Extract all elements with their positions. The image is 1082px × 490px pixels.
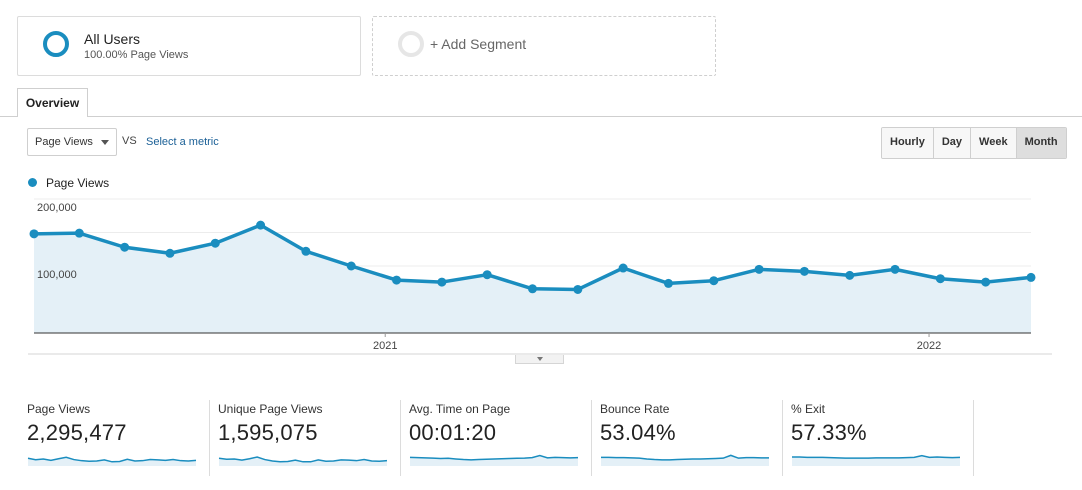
area-fill — [34, 225, 1031, 333]
data-point — [74, 228, 84, 238]
stat-label: Bounce Rate — [600, 402, 670, 416]
sparkline-area — [410, 455, 578, 466]
data-point — [618, 263, 628, 273]
select-metric-link[interactable]: Select a metric — [146, 136, 219, 148]
period-week-button[interactable]: Week — [971, 128, 1017, 158]
data-point — [981, 277, 991, 287]
data-point — [663, 278, 673, 288]
stats-row: Page Views 2,295,477 Unique Page Views 1… — [20, 400, 975, 476]
stat-label: Page Views — [27, 402, 91, 416]
sparkline-area — [28, 457, 196, 466]
data-point — [709, 276, 719, 286]
stat-value: 00:01:20 — [409, 420, 497, 445]
segment-subtitle: 100.00% Page Views — [84, 49, 189, 61]
add-segment-card[interactable]: + Add Segment — [372, 16, 716, 76]
data-point — [256, 220, 266, 230]
sparkline-line — [218, 456, 388, 463]
sparkline — [409, 454, 579, 466]
stat-avg-time-on-page[interactable]: Avg. Time on Page 00:01:20 — [402, 400, 592, 476]
sparkline — [601, 454, 769, 466]
sparkline-line — [409, 454, 579, 461]
data-point — [210, 238, 220, 248]
data-point — [165, 248, 175, 258]
data-point — [845, 270, 855, 280]
stat-label: % Exit — [791, 402, 826, 416]
period-hourly-button[interactable]: Hourly — [882, 128, 934, 158]
sparkline — [27, 456, 197, 466]
period-day-button[interactable]: Day — [933, 128, 972, 158]
data-point — [935, 274, 945, 284]
tab-divider — [0, 116, 1082, 117]
y-tick-label: 100,000 — [37, 269, 77, 281]
sparkline — [792, 454, 961, 466]
stat-value: 1,595,075 — [218, 420, 318, 445]
metric-select[interactable]: Page Views — [27, 128, 117, 156]
data-point — [799, 266, 809, 276]
sparkline — [218, 456, 388, 466]
caret-down-icon — [537, 357, 543, 361]
sparkline-area — [219, 457, 387, 466]
legend-dot-icon — [28, 178, 37, 187]
sparkline-line — [792, 454, 961, 459]
data-point — [482, 270, 492, 280]
y-tick-label: 200,000 — [37, 202, 77, 214]
stat-label: Avg. Time on Page — [409, 402, 511, 416]
data-point — [120, 242, 130, 252]
data-point — [528, 284, 537, 294]
page-views-chart: 200,000 100,000 2021 2022 — [28, 198, 1052, 355]
period-month-button[interactable]: Month — [1016, 128, 1066, 158]
segment-ring-icon — [43, 31, 69, 57]
x-tick-label: 2022 — [917, 340, 941, 352]
data-point — [1026, 272, 1036, 282]
data-point — [346, 261, 356, 271]
x-tick-label: 2021 — [373, 340, 397, 352]
stat-value: 53.04% — [600, 420, 676, 445]
legend-label: Page Views — [46, 176, 110, 190]
stat-page-views[interactable]: Page Views 2,295,477 — [20, 400, 210, 476]
data-point — [437, 277, 447, 287]
data-point — [754, 264, 764, 274]
tab-overview[interactable]: Overview — [17, 88, 88, 117]
empty-segment-ring-icon — [398, 31, 424, 57]
sparkline-line — [601, 454, 769, 461]
stat-unique-page-views[interactable]: Unique Page Views 1,595,075 — [211, 400, 401, 476]
sparkline-area — [601, 455, 769, 466]
data-point — [301, 246, 311, 256]
chart-collapse-toggle[interactable] — [515, 355, 564, 364]
add-segment-label: + Add Segment — [430, 36, 527, 52]
data-point — [890, 264, 900, 274]
stat-value: 2,295,477 — [27, 420, 127, 445]
stat-exit-rate[interactable]: % Exit 57.33% — [784, 400, 974, 476]
data-point — [573, 284, 583, 294]
stat-label: Unique Page Views — [218, 402, 323, 416]
period-selector: Hourly Day Week Month — [881, 127, 1067, 159]
chevron-down-icon — [101, 140, 109, 145]
sparkline-line — [27, 456, 197, 463]
segment-card-all-users[interactable]: All Users 100.00% Page Views — [17, 16, 361, 76]
data-point — [29, 229, 39, 239]
stat-value: 57.33% — [791, 420, 867, 445]
vs-label: VS — [122, 135, 137, 147]
segment-title: All Users — [84, 31, 141, 47]
stat-bounce-rate[interactable]: Bounce Rate 53.04% — [593, 400, 783, 476]
data-point — [392, 275, 402, 285]
metric-select-value: Page Views — [35, 136, 93, 148]
